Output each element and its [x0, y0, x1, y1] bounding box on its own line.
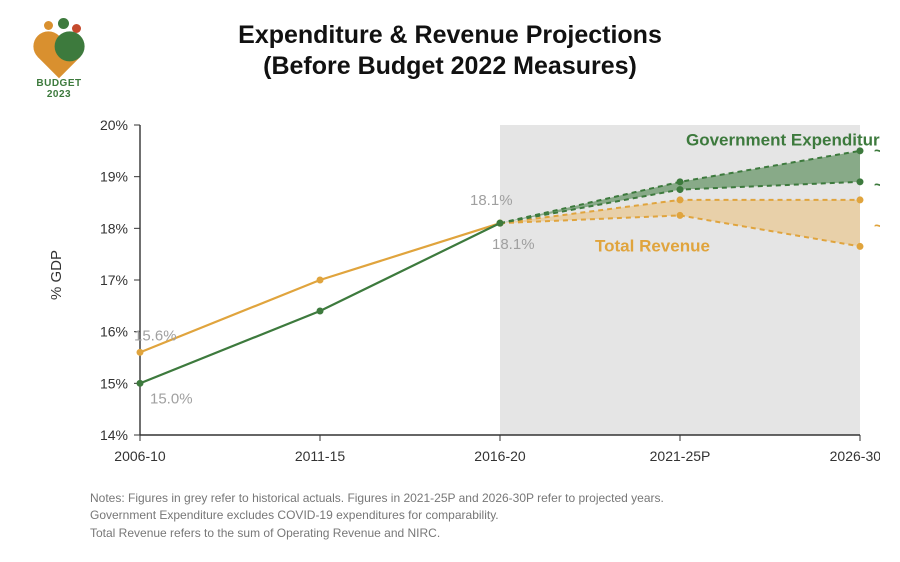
svg-text:18.1%: 18.1% — [492, 236, 535, 253]
svg-text:~18%: ~18% — [874, 218, 880, 235]
y-axis-label: % GDP — [48, 250, 65, 300]
svg-text:19%: 19% — [100, 169, 128, 185]
svg-text:Government Expenditure: Government Expenditure — [686, 131, 880, 150]
note-line: Notes: Figures in grey refer to historic… — [90, 490, 664, 507]
svg-text:15%: 15% — [100, 375, 128, 391]
svg-text:2021-25P: 2021-25P — [650, 448, 711, 464]
title-line2: (Before Budget 2022 Measures) — [263, 52, 637, 80]
budget-logo: BUDGET 2023 — [30, 18, 88, 100]
svg-text:2011-15: 2011-15 — [295, 448, 346, 464]
svg-text:15.6%: 15.6% — [134, 327, 177, 344]
svg-text:18.1%: 18.1% — [470, 192, 513, 209]
chart-title: Expenditure & Revenue Projections (Befor… — [0, 0, 900, 83]
svg-text:~19%: ~19% — [874, 177, 880, 194]
svg-text:20%: 20% — [100, 117, 128, 133]
projections-chart: 14% 15% 16% 17% 18% 19% 20% 2006-10 2011-15 2016-… — [90, 105, 880, 465]
logo-text: BUDGET 2023 — [30, 78, 88, 100]
svg-text:18%: 18% — [100, 220, 128, 236]
svg-text:Total Revenue: Total Revenue — [595, 237, 710, 256]
chart-notes: Notes: Figures in grey refer to historic… — [90, 490, 664, 542]
svg-text:16%: 16% — [100, 324, 128, 340]
svg-text:~20%: ~20% — [874, 143, 880, 160]
svg-text:17%: 17% — [100, 272, 128, 288]
svg-text:2016-20: 2016-20 — [474, 448, 526, 464]
note-line: Total Revenue refers to the sum of Opera… — [90, 525, 664, 542]
note-line: Government Expenditure excludes COVID-19… — [90, 507, 664, 524]
title-line1: Expenditure & Revenue Projections — [238, 21, 662, 49]
svg-text:2006-10: 2006-10 — [114, 448, 166, 464]
svg-text:14%: 14% — [100, 427, 128, 443]
svg-text:2026-30P: 2026-30P — [830, 448, 880, 464]
svg-text:15.0%: 15.0% — [150, 390, 193, 407]
